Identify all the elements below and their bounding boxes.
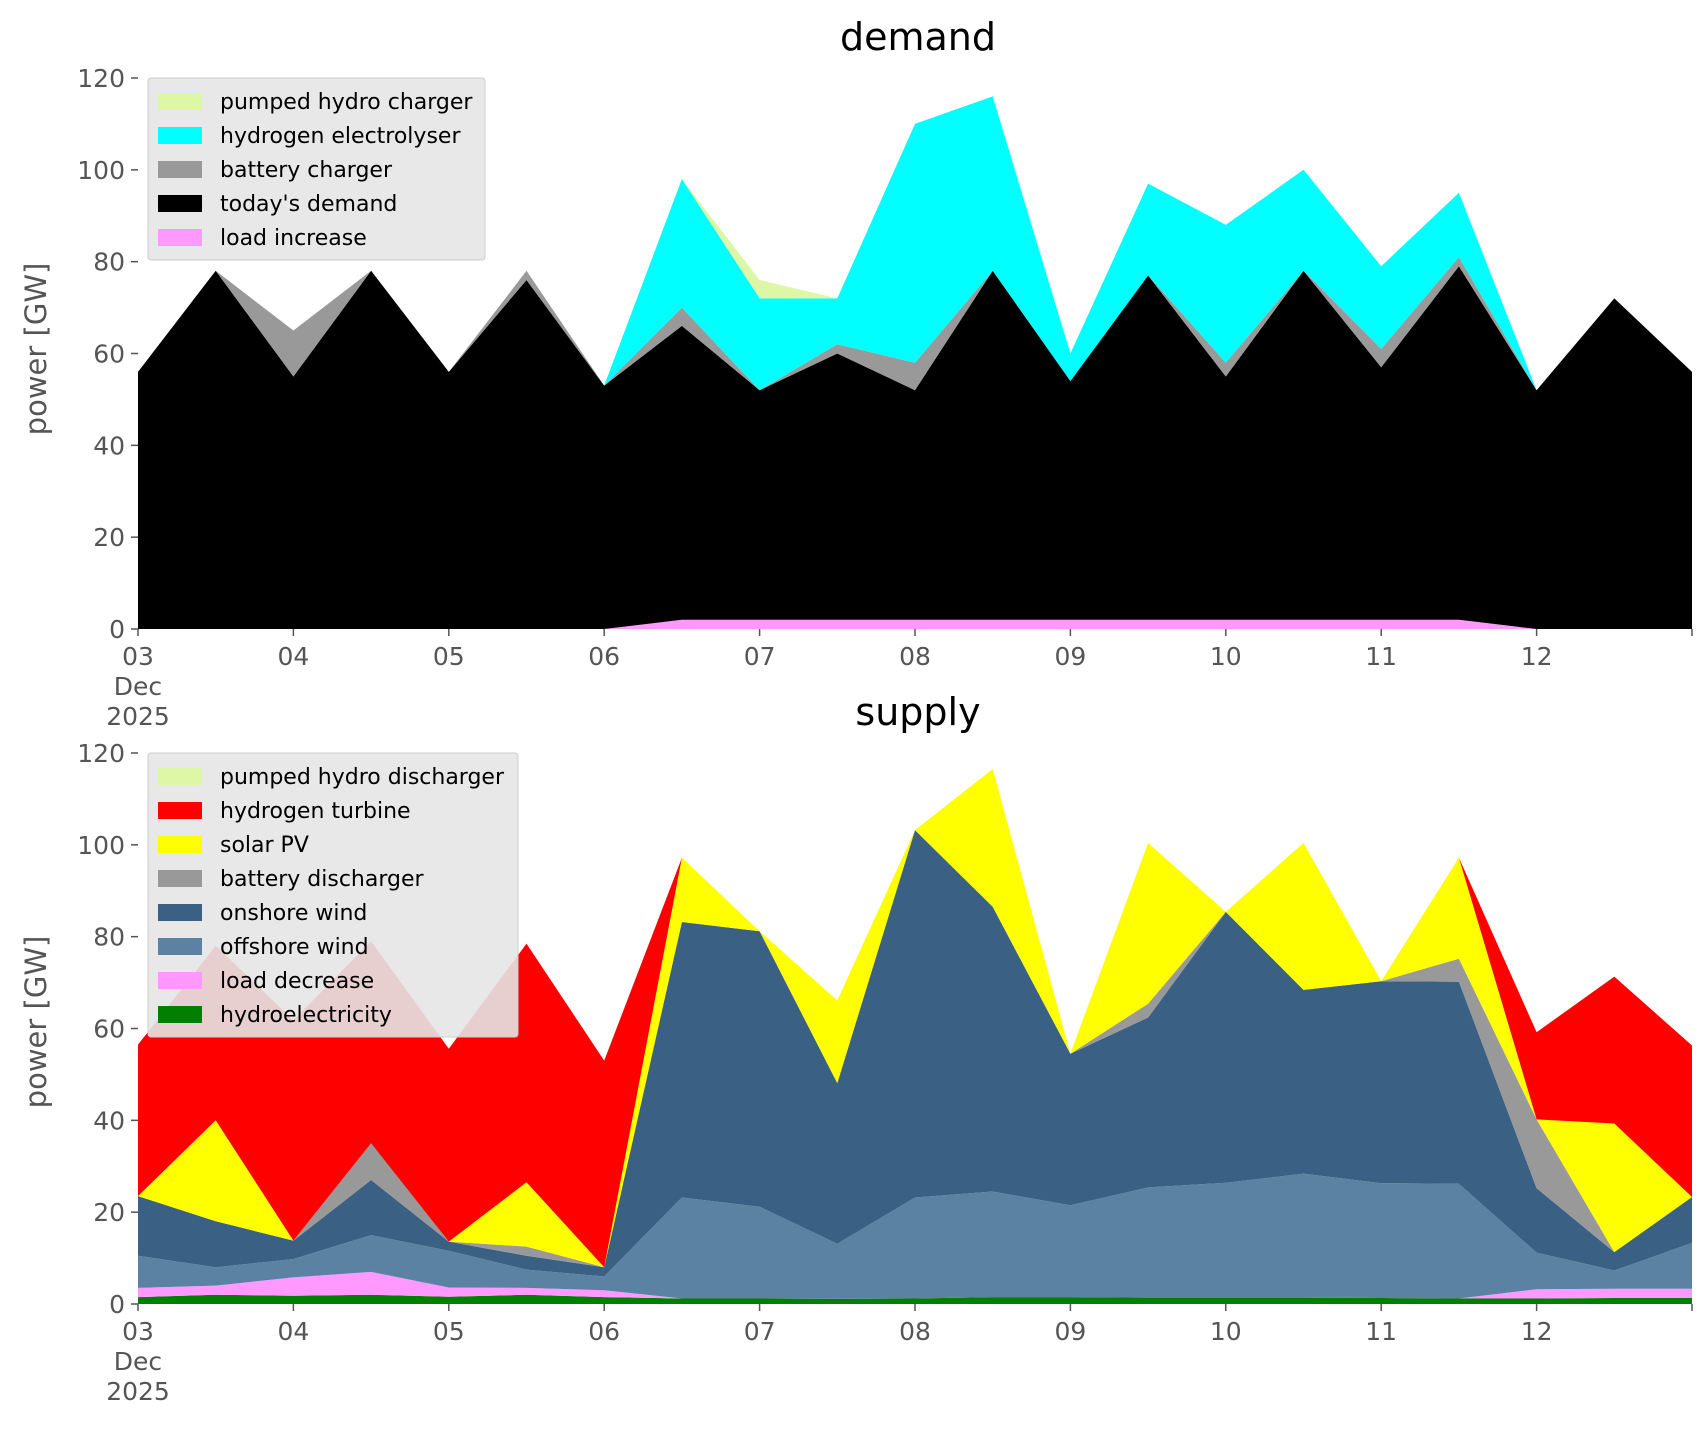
demand-y-tick-label: 40 [93, 431, 125, 460]
supply-x-tick-label: 07 [744, 1317, 776, 1346]
supply-legend-label-offshore-wind: offshore wind [220, 935, 369, 960]
demand-legend-swatch-pumped-hydro-charger [158, 93, 202, 110]
demand-x-month-label: Dec [114, 672, 162, 701]
supply-legend-swatch-solar-pv [158, 836, 202, 853]
supply-legend-label-hydroelectricity: hydroelectricity [220, 1003, 392, 1028]
demand-axes: 0 20 40 60 80 100 120 03 04 05 06 07 08 09 10 11 12 Dec20… [77, 64, 1693, 731]
demand-y-axis-label: power [GW] [19, 263, 53, 436]
supply-area-solar-pv [138, 769, 1692, 1268]
supply-y-tick-label: 120 [77, 739, 125, 768]
supply-x-tick-label: 08 [899, 1317, 931, 1346]
supply-legend-swatch-hydroelectricity [158, 1006, 202, 1023]
demand-y-tick-label: 120 [77, 64, 125, 93]
demand-area-load-increase [138, 619, 1692, 629]
supply-legend-label-battery-discharger: battery discharger [220, 867, 425, 892]
supply-legend-swatch-hydrogen-turbine [158, 802, 202, 819]
supply-x-tick-label: 04 [277, 1317, 309, 1346]
supply-legend-label-load-decrease: load decrease [220, 969, 374, 994]
supply-legend: pumped hydro discharger hydrogen turbine s… [147, 752, 519, 1038]
demand-legend-label-hydrogen-electrolyser: hydrogen electrolyser [220, 124, 461, 149]
supply-y-tick-label: 20 [93, 1198, 125, 1227]
supply-y-tick-label: 0 [109, 1290, 125, 1319]
supply-x-tick-label: 06 [588, 1317, 620, 1346]
demand-legend-swatch-battery-charger [158, 161, 202, 178]
demand-x-tick-label: 10 [1210, 642, 1242, 671]
demand-y-tick-label: 60 [93, 340, 125, 369]
supply-axes: 0 20 40 60 80 100 120 03 04 05 06 07 08 09 10 11 12 Dec20… [77, 739, 1693, 1406]
demand-x-tick-label: 12 [1521, 642, 1553, 671]
supply-legend-label-solar-pv: solar PV [220, 833, 309, 858]
demand-legend-label-battery-charger: battery charger [220, 158, 393, 183]
demand-legend-label-today-s-demand: today's demand [220, 192, 397, 217]
supply-x-tick-label: 10 [1210, 1317, 1242, 1346]
demand-area-battery-charger [138, 257, 1692, 391]
supply-legend-swatch-pumped-hydro-discharger [158, 768, 202, 785]
demand-x-tick-label: 06 [588, 642, 620, 671]
supply-x-tick-label: 11 [1365, 1317, 1397, 1346]
supply-x-tick-label: 03 [122, 1317, 154, 1346]
supply-x-month-label: Dec [114, 1347, 162, 1376]
supply-y-tick-label: 80 [93, 923, 125, 952]
demand-x-tick-label: 05 [433, 642, 465, 671]
demand-x-tick-label: 08 [899, 642, 931, 671]
demand-x-tick-label: 11 [1365, 642, 1397, 671]
supply-legend-swatch-offshore-wind [158, 938, 202, 955]
supply-y-tick-label: 100 [77, 831, 125, 860]
demand-title: demand [840, 15, 996, 59]
demand-areas [138, 96, 1692, 629]
supply-legend-swatch-load-decrease [158, 972, 202, 989]
demand-x-tick-label: 04 [277, 642, 309, 671]
demand-x-year-label: 2025 [106, 702, 170, 731]
demand-y-tick-label: 80 [93, 248, 125, 277]
supply-x-tick-label: 09 [1054, 1317, 1086, 1346]
demand-area-today-s-demand [138, 266, 1692, 629]
supply-legend-label-hydrogen-turbine: hydrogen turbine [220, 799, 411, 824]
supply-area-load-decrease [138, 1271, 1692, 1299]
demand-legend-swatch-today-s-demand [158, 195, 202, 212]
supply-legend-swatch-battery-discharger [158, 870, 202, 887]
demand-y-tick-label: 100 [77, 156, 125, 185]
demand-area-hydrogen-electrolyser [138, 96, 1692, 391]
supply-area-offshore-wind [138, 1173, 1692, 1299]
demand-y-tick-label: 0 [109, 615, 125, 644]
demand-legend-label-load-increase: load increase [220, 226, 367, 251]
demand-legend-swatch-load-increase [158, 229, 202, 246]
demand-legend-frame [147, 77, 486, 261]
demand-legend-label-pumped-hydro-charger: pumped hydro charger [220, 90, 473, 115]
supply-y-axis-label: power [GW] [19, 936, 53, 1109]
supply-areas [138, 769, 1692, 1304]
supply-x-year-label: 2025 [106, 1377, 170, 1406]
supply-area-onshore-wind [138, 830, 1692, 1277]
demand-legend-swatch-hydrogen-electrolyser [158, 127, 202, 144]
demand-legend: pumped hydro charger hydrogen electrolyse… [147, 77, 486, 261]
supply-y-tick-label: 60 [93, 1015, 125, 1044]
supply-y-tick-label: 40 [93, 1106, 125, 1135]
supply-legend-frame [147, 752, 519, 1038]
supply-area-hydrogen-turbine [138, 769, 1692, 1268]
supply-title: supply [855, 690, 980, 734]
supply-x-tick-label: 05 [433, 1317, 465, 1346]
demand-x-tick-label: 03 [122, 642, 154, 671]
supply-legend-swatch-onshore-wind [158, 904, 202, 921]
demand-x-tick-label: 07 [744, 642, 776, 671]
demand-y-tick-label: 20 [93, 523, 125, 552]
supply-legend-label-onshore-wind: onshore wind [220, 901, 367, 926]
demand-x-tick-label: 09 [1054, 642, 1086, 671]
demand-panel: 0 20 40 60 80 100 120 03 04 05 06 07 08 09 10 11 12 Dec20… [19, 15, 1693, 731]
supply-legend-label-pumped-hydro-discharger: pumped hydro discharger [220, 765, 505, 790]
supply-area-hydroelectricity [138, 1294, 1692, 1304]
supply-x-tick-label: 12 [1521, 1317, 1553, 1346]
